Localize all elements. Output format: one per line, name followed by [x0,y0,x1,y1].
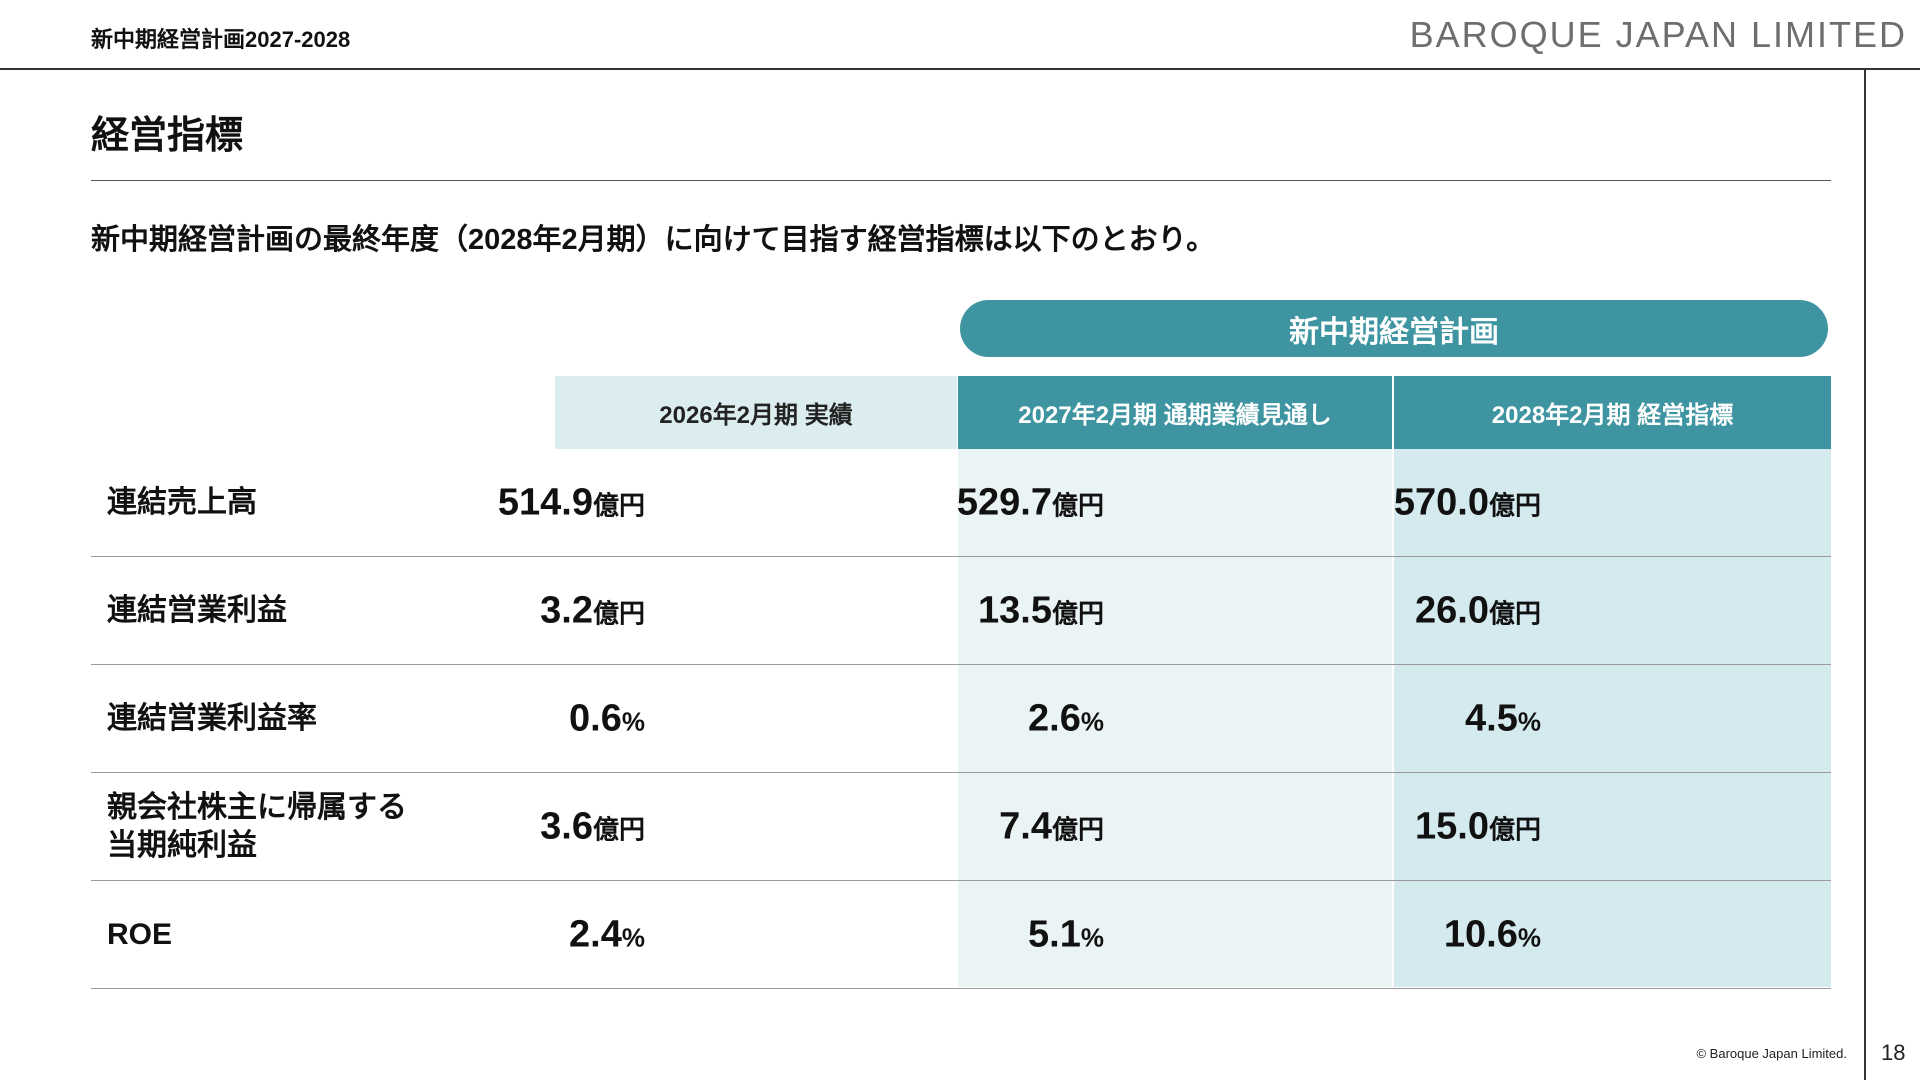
target-column-background [1394,449,1831,987]
header-divider [0,68,1920,70]
value-cell: 2.6% [1028,697,1104,740]
value: 2.4 [569,913,622,955]
column-header-actual: 2026年2月期 実績 [555,376,957,449]
value-cell: 13.5億円 [978,589,1104,632]
value: 10.6 [1443,913,1518,955]
table-row: 親会社株主に帰属する 当期純利益 3.6億円 7.4億円 15.0億円 [91,773,1831,881]
value-cell: 3.2億円 [540,589,645,632]
value-cell: 3.6億円 [540,805,645,848]
unit: 億円 [592,598,645,628]
unit: % [1517,706,1541,736]
value: 529.7 [956,481,1052,523]
unit: 億円 [1051,598,1104,628]
value: 570.0 [1393,481,1489,523]
unit: 億円 [592,814,645,844]
unit: % [621,706,645,736]
row-label: ROE [107,916,172,954]
header-title: 新中期経営計画2027-2028 [91,27,351,52]
brand-logo: BAROQUE JAPAN LIMITED [1409,14,1907,55]
row-label-line: 連結営業利益率 [107,701,317,735]
value-cell: 4.5% [1465,697,1541,740]
value: 2.6 [1028,697,1081,739]
value-cell: 10.6% [1444,913,1541,956]
value-cell: 5.1% [1028,913,1104,956]
row-label: 連結営業利益 [107,592,287,630]
plan-banner: 新中期経営計画 [960,300,1828,357]
value: 13.5 [978,589,1052,631]
value: 5.1 [1028,913,1081,955]
unit: % [1080,706,1104,736]
value-cell: 15.0億円 [1415,805,1541,848]
unit: 億円 [1488,598,1541,628]
row-label-line: 連結営業利益 [107,593,287,627]
value-cell: 529.7億円 [957,481,1104,524]
side-divider [1864,70,1866,1080]
value: 4.5 [1465,697,1518,739]
column-header-forecast: 2027年2月期 通期業績見通し [958,376,1392,449]
column-header-target: 2028年2月期 経営指標 [1394,376,1831,449]
unit: 億円 [1051,814,1104,844]
value: 3.6 [540,805,593,847]
value-cell: 0.6% [569,697,645,740]
page-number: 18 [1881,1040,1906,1065]
value: 7.4 [999,805,1052,847]
unit: 億円 [592,490,645,520]
row-label-line: ROE [107,917,173,951]
unit: % [1517,922,1541,952]
unit: % [621,922,645,952]
value-cell: 570.0億円 [1394,481,1541,524]
value: 514.9 [497,481,593,523]
unit: 億円 [1488,814,1541,844]
value: 15.0 [1415,805,1489,847]
forecast-column-background [958,449,1392,987]
value-cell: 7.4億円 [999,805,1104,848]
value-cell: 514.9億円 [498,481,645,524]
unit: % [1080,922,1104,952]
table-row: ROE 2.4% 5.1% 10.6% [91,881,1831,989]
value: 3.2 [540,589,593,631]
value: 26.0 [1415,589,1489,631]
unit: 億円 [1051,490,1104,520]
value: 0.6 [569,697,622,739]
row-label: 親会社株主に帰属する 当期純利益 [107,789,407,865]
unit: 億円 [1488,490,1541,520]
row-label: 連結売上高 [107,484,257,522]
row-label-line: 親会社株主に帰属する [107,790,407,824]
table-row: 連結営業利益 3.2億円 13.5億円 26.0億円 [91,557,1831,665]
value-cell: 26.0億円 [1415,589,1541,632]
page-title: 経営指標 [91,115,244,157]
title-divider [91,180,1831,181]
row-label-line: 当期純利益 [107,828,257,862]
copyright: © Baroque Japan Limited. [1696,1046,1847,1061]
row-label-line: 連結売上高 [107,485,257,519]
lead-text: 新中期経営計画の最終年度（2028年2月期）に向けて目指す経営指標は以下のとおり… [91,224,1216,256]
row-label: 連結営業利益率 [107,700,317,738]
value-cell: 2.4% [569,913,645,956]
table-row: 連結営業利益率 0.6% 2.6% 4.5% [91,665,1831,773]
table-row: 連結売上高 514.9億円 529.7億円 570.0億円 [91,449,1831,557]
